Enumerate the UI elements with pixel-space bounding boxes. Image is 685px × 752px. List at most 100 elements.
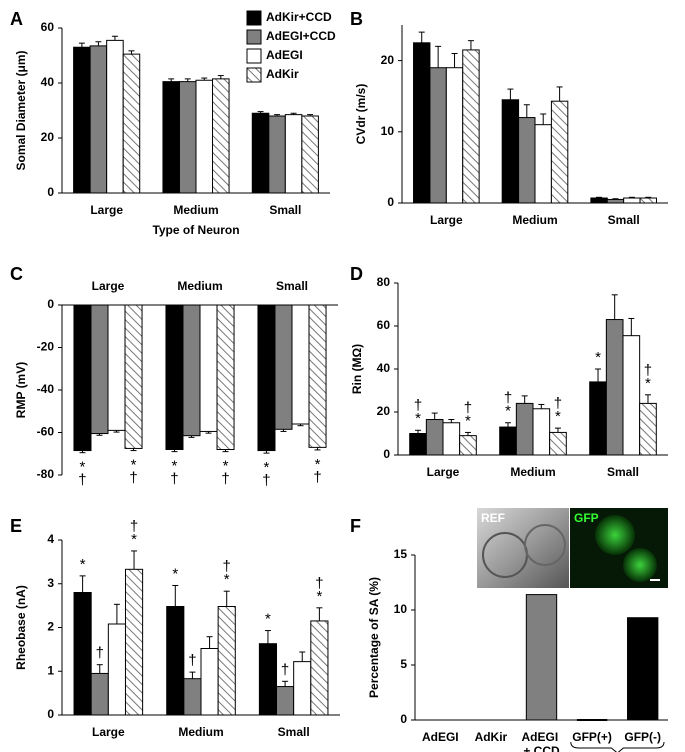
significance-mark: * [131, 457, 137, 474]
bar [162, 81, 180, 194]
x-tick-label: Small [269, 203, 301, 217]
bar [124, 304, 143, 449]
group-bracket [570, 741, 665, 752]
bar [182, 304, 201, 437]
bar [268, 115, 286, 194]
bar [409, 433, 427, 456]
x-tick-label: Medium [178, 725, 223, 739]
bar [532, 408, 551, 456]
bar [622, 335, 641, 456]
y-tick-label: 0 [400, 712, 407, 726]
y-tick-label: 10 [381, 124, 395, 138]
significance-mark: † [504, 390, 512, 407]
significance-mark: * [645, 375, 651, 392]
y-tick-label: 2 [47, 620, 54, 634]
y-tick-label: 40 [377, 361, 391, 375]
significance-mark: * [415, 410, 421, 427]
legend-swatch [246, 10, 262, 26]
panel-label: E [10, 516, 22, 536]
significance-mark: † [221, 471, 229, 488]
bar [90, 672, 109, 716]
bar [107, 623, 126, 716]
x-tick-label: Small [607, 465, 639, 479]
bar [590, 197, 608, 204]
x-tick-label: Large [92, 279, 125, 293]
bar [627, 617, 659, 721]
y-tick-label: 20 [377, 404, 391, 418]
significance-mark: † [281, 661, 289, 678]
significance-mark: † [130, 518, 138, 535]
y-tick-label: 15 [394, 547, 408, 561]
bar [639, 402, 657, 456]
x-tick-label: Small [276, 279, 308, 293]
legend-label: AdEGI+CCD [266, 29, 336, 43]
significance-mark: * [316, 588, 322, 605]
panel-label: F [350, 516, 361, 536]
y-tick-label: 0 [47, 707, 54, 721]
bar [124, 568, 144, 716]
ref-image [477, 508, 569, 588]
bar [274, 304, 293, 430]
y-axis-label: CVdr (m/s) [354, 84, 368, 145]
bar [258, 643, 278, 716]
bar [534, 124, 552, 204]
bar [178, 81, 197, 194]
significance-mark: † [78, 472, 86, 489]
x-tick-label: Medium [510, 465, 555, 479]
significance-mark: † [129, 470, 137, 487]
legend-label: AdKir+CCD [266, 10, 332, 24]
legend-swatch [246, 29, 262, 45]
x-tick-label: Small [278, 725, 310, 739]
inset-label: REF [481, 511, 505, 525]
x-tick-label: Small [608, 213, 640, 227]
bar [199, 304, 218, 432]
y-tick-label: 10 [394, 602, 408, 616]
y-axis-label: RMP (mV) [14, 362, 28, 418]
y-tick-label: 0 [47, 185, 54, 199]
significance-mark: * [315, 456, 321, 473]
y-tick-label: 40 [41, 75, 55, 89]
bar [216, 304, 235, 450]
gfp-cell [595, 515, 635, 555]
x-tick-label: Large [427, 465, 460, 479]
bar [90, 304, 109, 435]
significance-mark: * [465, 412, 471, 429]
significance-mark: † [315, 575, 323, 592]
y-tick-label: -80 [37, 467, 55, 481]
bar [122, 53, 141, 194]
y-tick-label: 1 [47, 663, 54, 677]
significance-mark: * [555, 408, 561, 425]
significance-mark: † [464, 399, 472, 416]
bar [429, 67, 447, 204]
bar [639, 197, 657, 204]
significance-mark: † [96, 645, 104, 662]
significance-mark: * [224, 571, 230, 588]
y-tick-label: 0 [383, 447, 390, 461]
significance-mark: * [80, 556, 86, 573]
y-tick-label: 60 [377, 318, 391, 332]
bar [291, 304, 310, 425]
y-tick-label: -20 [37, 340, 55, 354]
bar [550, 100, 569, 204]
y-tick-label: 0 [387, 195, 394, 209]
bar [605, 319, 624, 456]
y-tick-label: 3 [47, 576, 54, 590]
x-tick-label: AdEGI + CCD [521, 730, 561, 752]
significance-mark: * [80, 459, 86, 476]
y-tick-label: -40 [37, 382, 55, 396]
y-tick-label: 60 [41, 20, 55, 34]
legend-label: AdEGI [266, 48, 303, 62]
x-tick-label: AdKir [475, 730, 508, 744]
bar [73, 46, 91, 194]
bar [212, 78, 230, 194]
x-tick-label: Medium [173, 203, 218, 217]
significance-mark: † [170, 471, 178, 488]
bar [107, 304, 126, 431]
significance-mark: * [595, 349, 601, 366]
panel-label: D [350, 264, 363, 284]
significance-mark: * [265, 611, 271, 628]
bar [606, 198, 625, 204]
x-tick-label: Large [92, 725, 125, 739]
bar [106, 39, 124, 194]
bar [165, 304, 184, 450]
